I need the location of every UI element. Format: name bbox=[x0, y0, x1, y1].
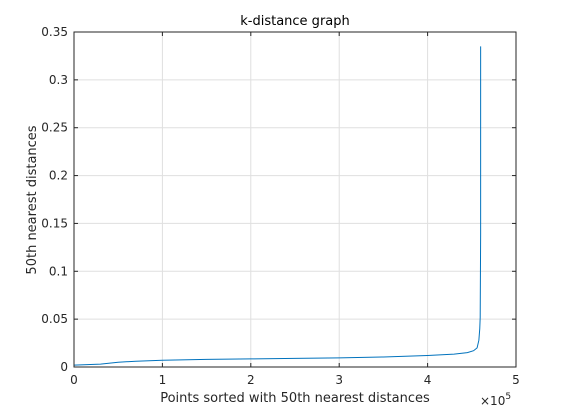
x-tick-label: 4 bbox=[424, 373, 432, 387]
x-tick-label: 2 bbox=[247, 373, 255, 387]
y-tick-label: 0.05 bbox=[41, 312, 68, 326]
y-axis-label: 50th nearest distances bbox=[25, 125, 40, 274]
y-tick-label: 0.1 bbox=[49, 264, 68, 278]
x-tick-label: 5 bbox=[512, 373, 520, 387]
series-line bbox=[73, 46, 482, 366]
x-tick-label: 0 bbox=[70, 373, 78, 387]
y-tick-label: 0 bbox=[60, 360, 68, 374]
y-tick-label: 0.15 bbox=[41, 216, 68, 230]
chart-title: k-distance graph bbox=[240, 14, 350, 29]
plot-area bbox=[74, 32, 516, 367]
x-tick-label: 3 bbox=[335, 373, 343, 387]
y-tick-label: 0.3 bbox=[49, 73, 68, 87]
x-axis-exponent-power: 5 bbox=[505, 392, 511, 402]
x-axis-exponent-base: ×10 bbox=[480, 394, 505, 408]
axes-box bbox=[73, 31, 517, 368]
x-tick-label: 1 bbox=[159, 373, 167, 387]
x-axis-exponent: ×105 bbox=[480, 392, 511, 408]
y-tick-label: 0.25 bbox=[41, 121, 68, 135]
x-axis-label: Points sorted with 50th nearest distance… bbox=[160, 391, 430, 406]
y-tick-label: 0.2 bbox=[49, 169, 68, 183]
y-tick-label: 0.35 bbox=[41, 25, 68, 39]
